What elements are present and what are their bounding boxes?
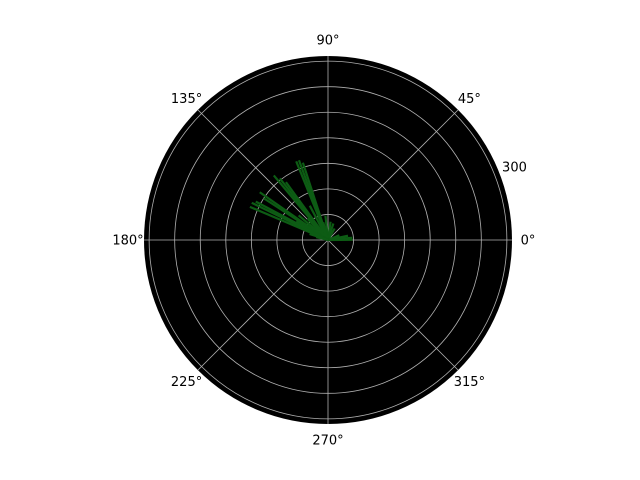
- radial-tick-label: 300: [502, 160, 527, 175]
- angular-tick-label: 225°: [171, 375, 202, 390]
- radial-tick-labels: 300: [502, 160, 527, 175]
- angular-tick-labels: 0° 45° 90° 135° 180° 225° 270° 315°: [112, 34, 535, 449]
- angular-gridline: [327, 239, 459, 371]
- angular-tick-label: 45°: [458, 92, 481, 107]
- angular-tick-label: 135°: [171, 92, 202, 107]
- angular-gridlines: [144, 56, 512, 424]
- data-stem: [249, 205, 329, 242]
- angular-gridline: [327, 109, 459, 241]
- data-stems: [249, 159, 353, 242]
- angular-tick-label: 180°: [112, 234, 143, 249]
- angular-tick-label: 0°: [521, 234, 536, 249]
- data-stem: [295, 160, 330, 241]
- angular-gridline: [197, 239, 329, 371]
- angular-tick-label: 270°: [312, 434, 343, 449]
- angular-gridline: [197, 109, 329, 241]
- angular-tick-label: 315°: [454, 375, 485, 390]
- angular-tick-label: 90°: [316, 34, 339, 49]
- data-stem: [315, 235, 329, 242]
- data-stem: [327, 234, 340, 242]
